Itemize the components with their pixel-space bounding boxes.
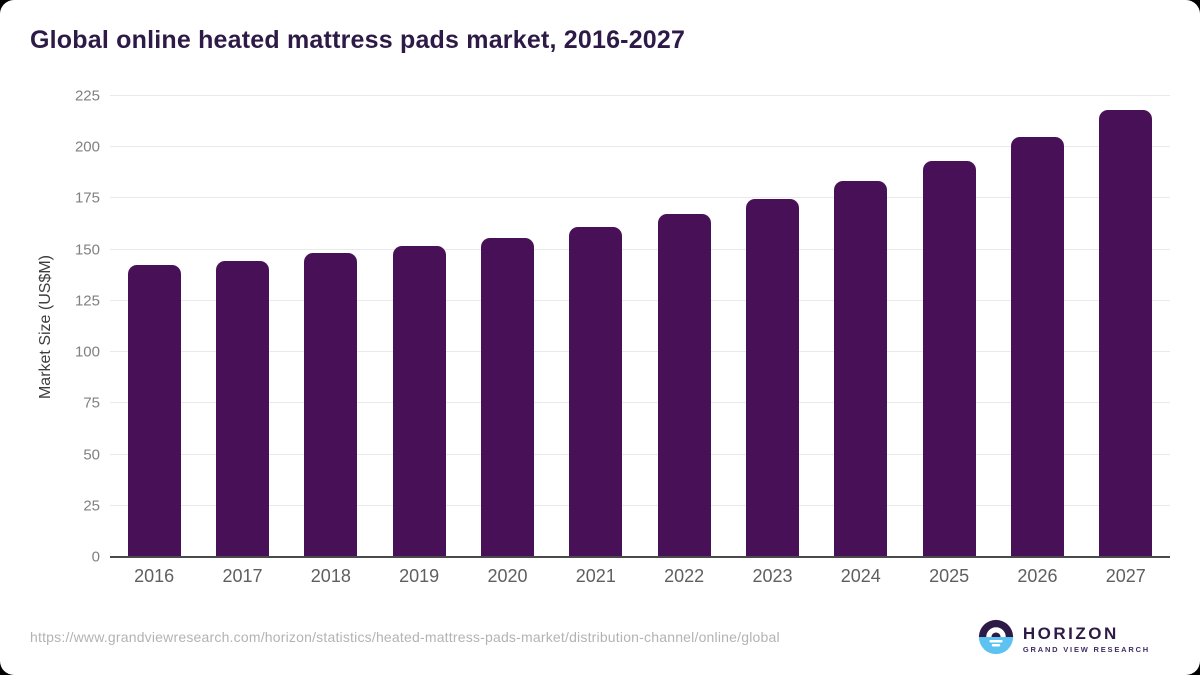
bar-slot-2023 bbox=[728, 96, 816, 557]
bar-2019[interactable] bbox=[392, 246, 446, 557]
bar-2020[interactable] bbox=[480, 237, 534, 557]
bar-slot-2020 bbox=[463, 96, 551, 557]
bar-slot-2017 bbox=[198, 96, 286, 557]
x-axis-line bbox=[110, 556, 1170, 558]
y-tick-label-25: 25 bbox=[83, 497, 100, 515]
x-tick-label-2026: 2026 bbox=[1017, 566, 1058, 586]
bar-slot-2024 bbox=[817, 96, 905, 557]
source-url: https://www.grandviewresearch.com/horizo… bbox=[30, 629, 780, 645]
bar-series bbox=[110, 96, 1170, 557]
x-tick-label-2019: 2019 bbox=[399, 566, 440, 586]
horizon-logo-text: HORIZON GRAND VIEW RESEARCH bbox=[1022, 624, 1150, 654]
x-tick-label-2027: 2027 bbox=[1105, 566, 1146, 586]
x-tick-label-2016: 2016 bbox=[134, 566, 175, 586]
gridline-150 bbox=[110, 248, 1170, 250]
bar-2018[interactable] bbox=[304, 253, 358, 557]
bar-slot-2027 bbox=[1082, 96, 1170, 557]
gridline-25 bbox=[110, 504, 1170, 506]
bar-slot-2018 bbox=[287, 96, 375, 557]
y-tick-label-225: 225 bbox=[74, 87, 100, 105]
gridline-75 bbox=[110, 402, 1170, 404]
y-tick-label-100: 100 bbox=[74, 343, 100, 361]
bar-2021[interactable] bbox=[569, 227, 623, 557]
bar-slot-2026 bbox=[993, 96, 1081, 557]
bar-2017[interactable] bbox=[215, 260, 269, 557]
bar-2023[interactable] bbox=[745, 199, 799, 557]
bar-2024[interactable] bbox=[834, 181, 888, 557]
x-tick-label-2023: 2023 bbox=[752, 566, 793, 586]
gridline-100 bbox=[110, 351, 1170, 353]
x-tick-label-2021: 2021 bbox=[575, 566, 616, 586]
x-tick-label-2018: 2018 bbox=[310, 566, 351, 586]
bar-2022[interactable] bbox=[657, 214, 711, 557]
y-tick-label-175: 175 bbox=[74, 189, 100, 207]
x-tick-label-2025: 2025 bbox=[929, 566, 970, 586]
logo-name: HORIZON bbox=[1022, 624, 1119, 644]
y-tick-label-125: 125 bbox=[74, 292, 100, 310]
bar-2027[interactable] bbox=[1099, 110, 1153, 557]
bar-2025[interactable] bbox=[922, 160, 976, 557]
logo-subtitle: GRAND VIEW RESEARCH bbox=[1022, 644, 1150, 654]
y-tick-label-50: 50 bbox=[83, 446, 100, 464]
gridline-225 bbox=[110, 95, 1170, 96]
x-tick-label-2022: 2022 bbox=[664, 566, 705, 586]
x-tick-label-2024: 2024 bbox=[840, 566, 881, 586]
bar-slot-2022 bbox=[640, 96, 728, 557]
bar-2016[interactable] bbox=[127, 264, 181, 557]
plot-area bbox=[110, 95, 1170, 558]
gridline-125 bbox=[110, 299, 1170, 301]
gridline-200 bbox=[110, 146, 1170, 148]
y-tick-label-150: 150 bbox=[74, 241, 100, 259]
horizon-logo-icon bbox=[977, 618, 1015, 661]
bar-slot-2021 bbox=[552, 96, 640, 557]
x-axis-labels: 2016 2017 2018 2019 2020 2021 2022 2023 2024 2025… bbox=[110, 566, 1170, 587]
x-tick-label-2020: 2020 bbox=[487, 566, 528, 586]
horizon-logo: HORIZON GRAND VIEW RESEARCH bbox=[977, 618, 1150, 661]
y-tick-label-200: 200 bbox=[74, 138, 100, 156]
chart-title: Global online heated mattress pads marke… bbox=[30, 26, 686, 54]
gridline-175 bbox=[110, 197, 1170, 199]
y-tick-label-75: 75 bbox=[83, 394, 100, 412]
gridline-50 bbox=[110, 453, 1170, 455]
bar-slot-2025 bbox=[905, 96, 993, 557]
bar-slot-2019 bbox=[375, 96, 463, 557]
y-tick-label-0: 0 bbox=[91, 548, 100, 566]
x-tick-label-2017: 2017 bbox=[222, 566, 263, 586]
bar-slot-2016 bbox=[110, 96, 198, 557]
y-axis-ticks: 0 25 50 75 100 125 150 175 200 225 bbox=[0, 89, 100, 565]
bar-2026[interactable] bbox=[1010, 136, 1064, 557]
